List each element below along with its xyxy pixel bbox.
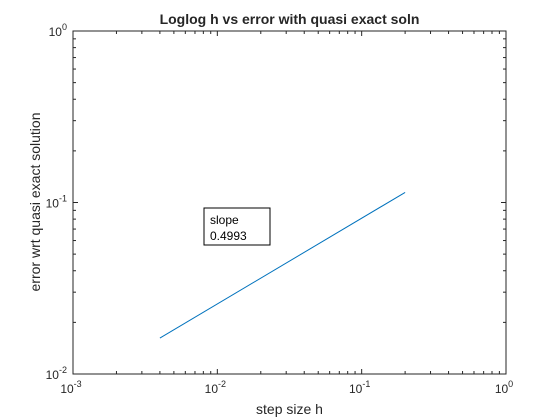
slope-annotation: slope 0.4993 [203, 207, 271, 246]
series-layer [159, 191, 406, 339]
x-tick-label: 10-2 [205, 379, 226, 396]
error-series-line [159, 191, 406, 339]
annotation-value: 0.4993 [210, 229, 247, 243]
x-axis-label: step size h [256, 401, 323, 417]
axes-box [72, 30, 507, 375]
x-tick-label: 10-1 [349, 379, 370, 396]
plot-area [73, 31, 506, 374]
chart-title: Loglog h vs error with quasi exact soln [160, 11, 420, 27]
y-axis-label: error wrt quasi exact solution [27, 113, 43, 292]
y-tick-label: 10-1 [46, 194, 67, 211]
annotation-box [203, 207, 271, 246]
y-tick-label: 100 [49, 22, 67, 39]
x-tick-label: 100 [495, 379, 513, 396]
x-tick-label: 10-3 [60, 379, 81, 396]
y-tick-label: 10-2 [46, 365, 67, 382]
annotation-title: slope [210, 213, 239, 227]
